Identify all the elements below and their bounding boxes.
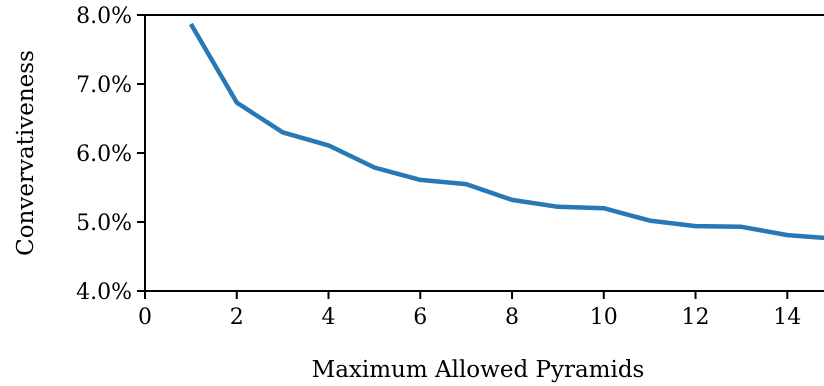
y-tick-label: 4.0% — [76, 280, 132, 305]
x-tick-label: 6 — [413, 305, 427, 330]
y-tick-label: 7.0% — [76, 73, 132, 98]
x-tick-label: 2 — [230, 305, 244, 330]
series-line — [188, 22, 824, 241]
y-axis-label: Convervativeness — [13, 50, 39, 256]
ticks-layer: 0 2 4 6 8 10 12 14 4.0% 5.0% 6.0% 7.0% 8.0% — [76, 4, 801, 330]
x-axis-label: Maximum Allowed Pyramids — [312, 357, 645, 383]
y-tick-label: 8.0% — [76, 4, 132, 29]
y-tick-label: 5.0% — [76, 211, 132, 236]
x-tick-label: 4 — [322, 305, 336, 330]
axes-layer — [144, 14, 824, 292]
x-tick-label: 14 — [773, 305, 801, 330]
x-tick-label: 10 — [590, 305, 618, 330]
x-tick-label: 0 — [138, 305, 152, 330]
x-tick-label: 8 — [505, 305, 519, 330]
y-tick-label: 6.0% — [76, 142, 132, 167]
x-tick-label: 12 — [682, 305, 710, 330]
series-layer — [188, 22, 824, 241]
